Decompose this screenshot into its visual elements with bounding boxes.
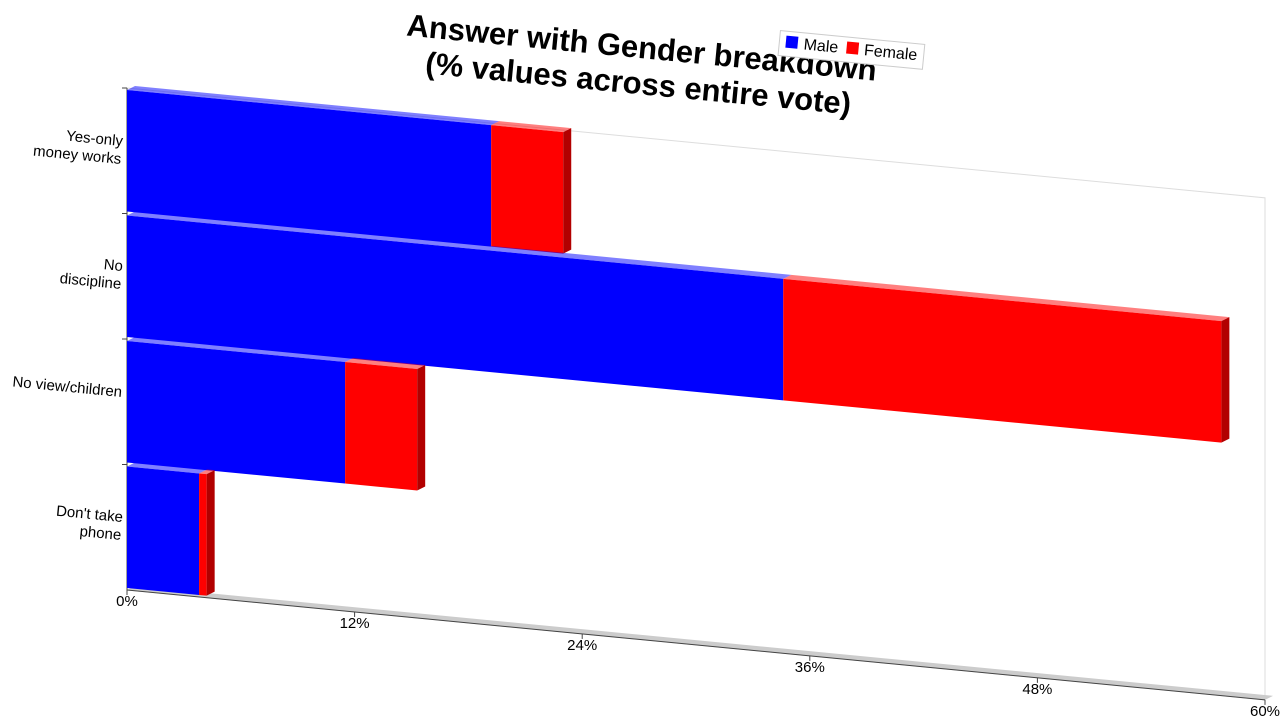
bar-side [1221, 317, 1230, 443]
bar-face [199, 473, 207, 596]
bar-segment [127, 86, 500, 247]
bar-segment [127, 462, 208, 595]
bar-side [206, 470, 215, 596]
bar-top [199, 469, 215, 475]
x-axis [126, 589, 1266, 701]
bar-face [127, 341, 346, 484]
x-tick-label: 12% [340, 615, 370, 632]
bar-segment [127, 337, 354, 484]
bar-top [127, 211, 792, 279]
x-tick-label: 60% [1250, 703, 1280, 720]
bar-face [127, 466, 200, 595]
bar-side [563, 128, 572, 254]
bar-segment [199, 469, 215, 596]
bar-top [127, 337, 354, 363]
bar-segment [127, 211, 792, 401]
bar-face [127, 215, 784, 401]
legend-item: Female [845, 40, 918, 65]
bar-top [127, 462, 208, 474]
bar-top [783, 274, 1230, 322]
bar-top [491, 121, 572, 133]
legend-label: Male [802, 36, 840, 57]
bar-top [127, 86, 500, 126]
legend-swatch [845, 41, 859, 55]
bar-top [345, 358, 426, 370]
x-tick-label: 48% [1022, 681, 1052, 698]
legend-label: Female [863, 42, 919, 65]
bar-face [783, 278, 1222, 443]
bar-face [491, 125, 564, 254]
x-tick-label: 24% [567, 637, 597, 654]
bar-segment [783, 274, 1230, 443]
x-tick-label: 36% [795, 659, 825, 676]
bar-segment [345, 358, 426, 491]
bar-segment [491, 121, 572, 254]
legend-swatch [785, 35, 799, 49]
bar-face [345, 362, 418, 491]
floor [127, 586, 1273, 700]
legend-item: Male [785, 35, 839, 58]
x-tick-label: 0% [116, 593, 138, 610]
bar-side [417, 365, 426, 491]
bar-face [127, 90, 492, 247]
